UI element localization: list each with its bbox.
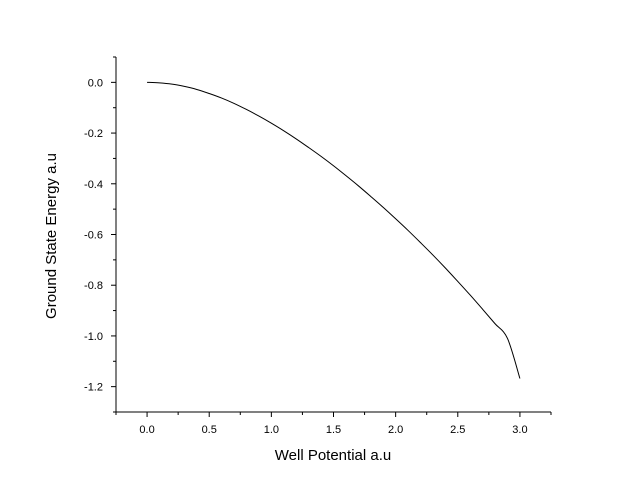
x-tick-label: 0.5: [202, 424, 217, 436]
x-tick-label: 1.0: [264, 424, 279, 436]
x-tick-label: 3.0: [512, 424, 527, 436]
x-tick-label: 2.0: [388, 424, 403, 436]
x-tick-label: 1.5: [326, 424, 341, 436]
y-tick-label: -0.6: [84, 230, 103, 242]
axes: 0.0 0.5 1.0 1.5 2.0 2.5 3.0 0.0 -0.2 -0.4 -0.6 -0.8…: [84, 56, 552, 436]
series-line: [147, 81, 521, 379]
y-tick-label: -1.0: [84, 331, 103, 343]
series-layer: [147, 81, 521, 379]
y-tick-label: -0.8: [84, 280, 103, 292]
y-tick-label: -1.2: [84, 382, 103, 394]
x-tick-label: 0.0: [139, 424, 154, 436]
y-tick-label: -0.2: [84, 128, 103, 140]
y-tick-label: 0.0: [88, 77, 103, 89]
x-tick-label: 2.5: [450, 424, 465, 436]
x-axis-title: Well Potential a.u: [275, 447, 391, 464]
y-axis-title: Ground State Energy a.u: [43, 153, 60, 319]
y-tick-label: -0.4: [84, 179, 103, 191]
